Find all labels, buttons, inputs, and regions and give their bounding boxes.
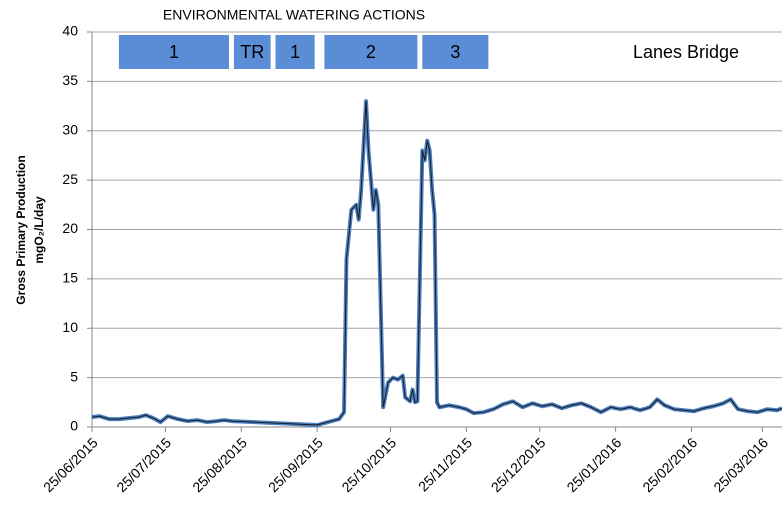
x-tick-label: 25/03/2016: [710, 434, 771, 495]
y-tick-label: 20: [62, 220, 78, 236]
x-tick-label: 25/11/2015: [415, 434, 475, 494]
watering-action: [324, 35, 418, 69]
y-tick-label: 10: [62, 319, 78, 335]
x-tick-label: 25/10/2015: [338, 434, 399, 495]
watering-action-label: 1: [290, 42, 300, 62]
series-line: [91, 101, 782, 426]
y-tick-label: 40: [62, 23, 78, 39]
x-tick-label: 25/07/2015: [113, 434, 174, 495]
x-tick-label: 25/01/2016: [563, 434, 624, 495]
x-tick-label: 25/02/2016: [639, 434, 700, 495]
y-tick-label: 0: [70, 418, 78, 434]
chart-title: ENVIRONMENTAL WATERING ACTIONS: [163, 7, 425, 23]
y-axis-label: Gross Primary Production: [14, 155, 28, 304]
x-tick-label: 25/12/2015: [488, 434, 549, 495]
watering-action: [422, 35, 489, 69]
watering-action: [233, 35, 271, 69]
x-tick-label: 25/09/2015: [265, 434, 326, 495]
x-tick-label: 25/06/2015: [40, 434, 101, 495]
watering-action-label: 1: [169, 42, 179, 62]
x-tick-label: 25/08/2015: [189, 434, 250, 495]
y-tick-label: 35: [62, 72, 78, 88]
y-tick-label: 25: [62, 171, 78, 187]
y-tick-label: 30: [62, 121, 78, 137]
y-tick-label: 15: [62, 270, 78, 286]
watering-action: [118, 35, 230, 69]
y-tick-label: 5: [70, 368, 78, 384]
watering-action: [275, 35, 315, 69]
watering-action-label: 3: [450, 42, 460, 62]
watering-action-label: TR: [240, 42, 264, 62]
watering-action-label: 2: [366, 42, 376, 62]
y-axis-label: mgO₂/L/day: [32, 196, 46, 264]
site-label: Lanes Bridge: [633, 42, 739, 62]
